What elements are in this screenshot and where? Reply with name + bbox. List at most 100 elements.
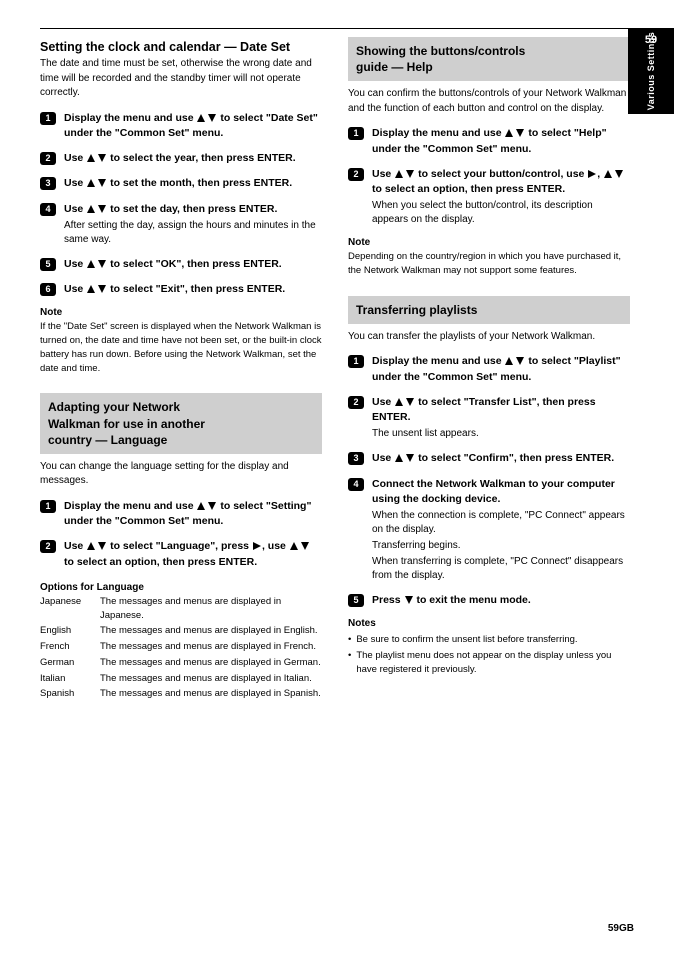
up-down-icon xyxy=(395,170,414,178)
step-number-icon: 2 xyxy=(40,540,56,553)
step-number-icon: 1 xyxy=(40,500,56,513)
option-name: German xyxy=(40,656,92,670)
top-rule xyxy=(40,28,634,29)
step-number-icon: 5 xyxy=(348,594,364,607)
left-step-3: 3 Use to set the month, then press ENTER… xyxy=(40,176,322,191)
step-sub: When you select the button/control, its … xyxy=(372,199,630,227)
option-name: French xyxy=(40,640,92,654)
tab-side-label: Various Settings xyxy=(646,32,656,111)
right-section-sub: You can confirm the buttons/controls of … xyxy=(348,87,630,116)
option-desc: The messages and menus are displayed in … xyxy=(100,687,322,701)
note-text: The playlist menu does not appear on the… xyxy=(356,649,630,677)
option-desc: The messages and menus are displayed in … xyxy=(100,656,322,670)
note-head: Note xyxy=(348,237,630,248)
up-down-icon xyxy=(87,154,106,162)
content-columns: Setting the clock and calendar — Date Se… xyxy=(40,37,634,703)
step-text: Use to select "Confirm", then press ENTE… xyxy=(372,451,630,466)
bullet-icon: • xyxy=(348,649,351,677)
step-number-icon: 3 xyxy=(348,452,364,465)
option-desc: The messages and menus are displayed in … xyxy=(100,640,322,654)
right2-step-3: 3 Use to select "Confirm", then press EN… xyxy=(348,451,630,466)
step-number-icon: 4 xyxy=(40,203,56,216)
step-sub: When transferring is complete, "PC Conne… xyxy=(372,555,630,583)
step-text: Press to exit the menu mode. xyxy=(372,593,630,608)
step-number-icon: 2 xyxy=(348,396,364,409)
step-text: Display the menu and use to select "Sett… xyxy=(64,499,322,529)
up-down-icon xyxy=(604,170,623,178)
step-number-icon: 6 xyxy=(40,283,56,296)
up-down-icon xyxy=(87,260,106,268)
note-head: Note xyxy=(40,307,322,318)
right2-step-5: 5 Press to exit the menu mode. xyxy=(348,593,630,608)
up-down-icon xyxy=(197,114,216,122)
step-sub: Transferring begins. xyxy=(372,539,630,553)
step-number-icon: 2 xyxy=(40,152,56,165)
step-text: Display the menu and use to select "Date… xyxy=(64,111,322,141)
left-intro: The date and time must be set, otherwise… xyxy=(40,57,322,101)
step-number-icon: 2 xyxy=(348,168,364,181)
up-down-icon xyxy=(87,542,106,550)
note-body: Depending on the country/region in which… xyxy=(348,250,630,278)
up-down-icon xyxy=(395,398,414,406)
step-number-icon: 1 xyxy=(40,112,56,125)
note-body: If the "Date Set" screen is displayed wh… xyxy=(40,320,322,375)
option-row: Japanese The messages and menus are displ… xyxy=(40,595,322,623)
page: 59 Various Settings Setting the clock an… xyxy=(0,0,674,954)
step-sub: After setting the day, assign the hours … xyxy=(64,219,322,247)
up-down-icon xyxy=(505,129,524,137)
step-text: Use to set the month, then press ENTER. xyxy=(64,176,322,191)
page-tab: 59 Various Settings xyxy=(628,28,674,114)
step-text: Use to select "OK", then press ENTER. xyxy=(64,257,322,272)
option-row: Spanish The messages and menus are displa… xyxy=(40,687,322,701)
note-item: • Be sure to confirm the unsent list befo… xyxy=(348,633,630,647)
left-step-6: 6 Use to select "Exit", then press ENTER… xyxy=(40,282,322,297)
up-down-icon xyxy=(87,205,106,213)
option-desc: The messages and menus are displayed in … xyxy=(100,672,322,686)
up-down-icon xyxy=(197,502,216,510)
step-number-icon: 1 xyxy=(348,355,364,368)
up-down-icon xyxy=(87,179,106,187)
up-down-icon xyxy=(505,357,524,365)
option-row: German The messages and menus are display… xyxy=(40,656,322,670)
down-icon xyxy=(405,596,413,604)
step-text: Connect the Network Walkman to your comp… xyxy=(372,477,630,583)
left-title: Setting the clock and calendar — Date Se… xyxy=(40,39,322,55)
step-text: Use to set the day, then press ENTER. Af… xyxy=(64,202,322,247)
right-icon xyxy=(253,542,261,550)
up-down-icon xyxy=(87,285,106,293)
left-section-header-language: Adapting your Network Walkman for use in… xyxy=(40,393,322,454)
step-text: Display the menu and use to select "Help… xyxy=(372,126,630,156)
right2-step-4: 4 Connect the Network Walkman to your co… xyxy=(348,477,630,583)
note-text: Be sure to confirm the unsent list befor… xyxy=(356,633,577,647)
option-desc: The messages and menus are displayed in … xyxy=(100,595,322,623)
bullet-icon: • xyxy=(348,633,351,647)
right-icon xyxy=(588,170,596,178)
options-head: Options for Language xyxy=(40,582,322,593)
step-number-icon: 3 xyxy=(40,177,56,190)
step-sub: The unsent list appears. xyxy=(372,427,630,441)
right2-step-1: 1 Display the menu and use to select "Pl… xyxy=(348,354,630,384)
option-name: English xyxy=(40,624,92,638)
up-down-icon xyxy=(395,454,414,462)
option-row: English The messages and menus are displa… xyxy=(40,624,322,638)
step-text: Use to select the year, then press ENTER… xyxy=(64,151,322,166)
left-section-sub: You can change the language setting for … xyxy=(40,460,322,489)
option-name: Italian xyxy=(40,672,92,686)
step-text: Use to select "Exit", then press ENTER. xyxy=(64,282,322,297)
option-name: Spanish xyxy=(40,687,92,701)
left-step-2: 2 Use to select the year, then press ENT… xyxy=(40,151,322,166)
left-step-1: 1 Display the menu and use to select "Da… xyxy=(40,111,322,141)
step-text: Use to select "Transfer List", then pres… xyxy=(372,395,630,441)
right-section-header-help: Showing the buttons/controls guide — Hel… xyxy=(348,37,630,81)
option-desc: The messages and menus are displayed in … xyxy=(100,624,322,638)
step-text: Use to select "Language", press , use to… xyxy=(64,539,322,569)
options-table: Japanese The messages and menus are displ… xyxy=(40,595,322,701)
option-name: Japanese xyxy=(40,595,92,623)
left2-step-2: 2 Use to select "Language", press , use … xyxy=(40,539,322,569)
left-step-4: 4 Use to set the day, then press ENTER. … xyxy=(40,202,322,247)
notes-list: • Be sure to confirm the unsent list befo… xyxy=(348,633,630,676)
note-item: •The playlist menu does not appear on th… xyxy=(348,649,630,677)
option-row: French The messages and menus are display… xyxy=(40,640,322,654)
right1-step-2: 2 Use to select your button/control, use… xyxy=(348,167,630,227)
notes-head: Notes xyxy=(348,618,630,629)
